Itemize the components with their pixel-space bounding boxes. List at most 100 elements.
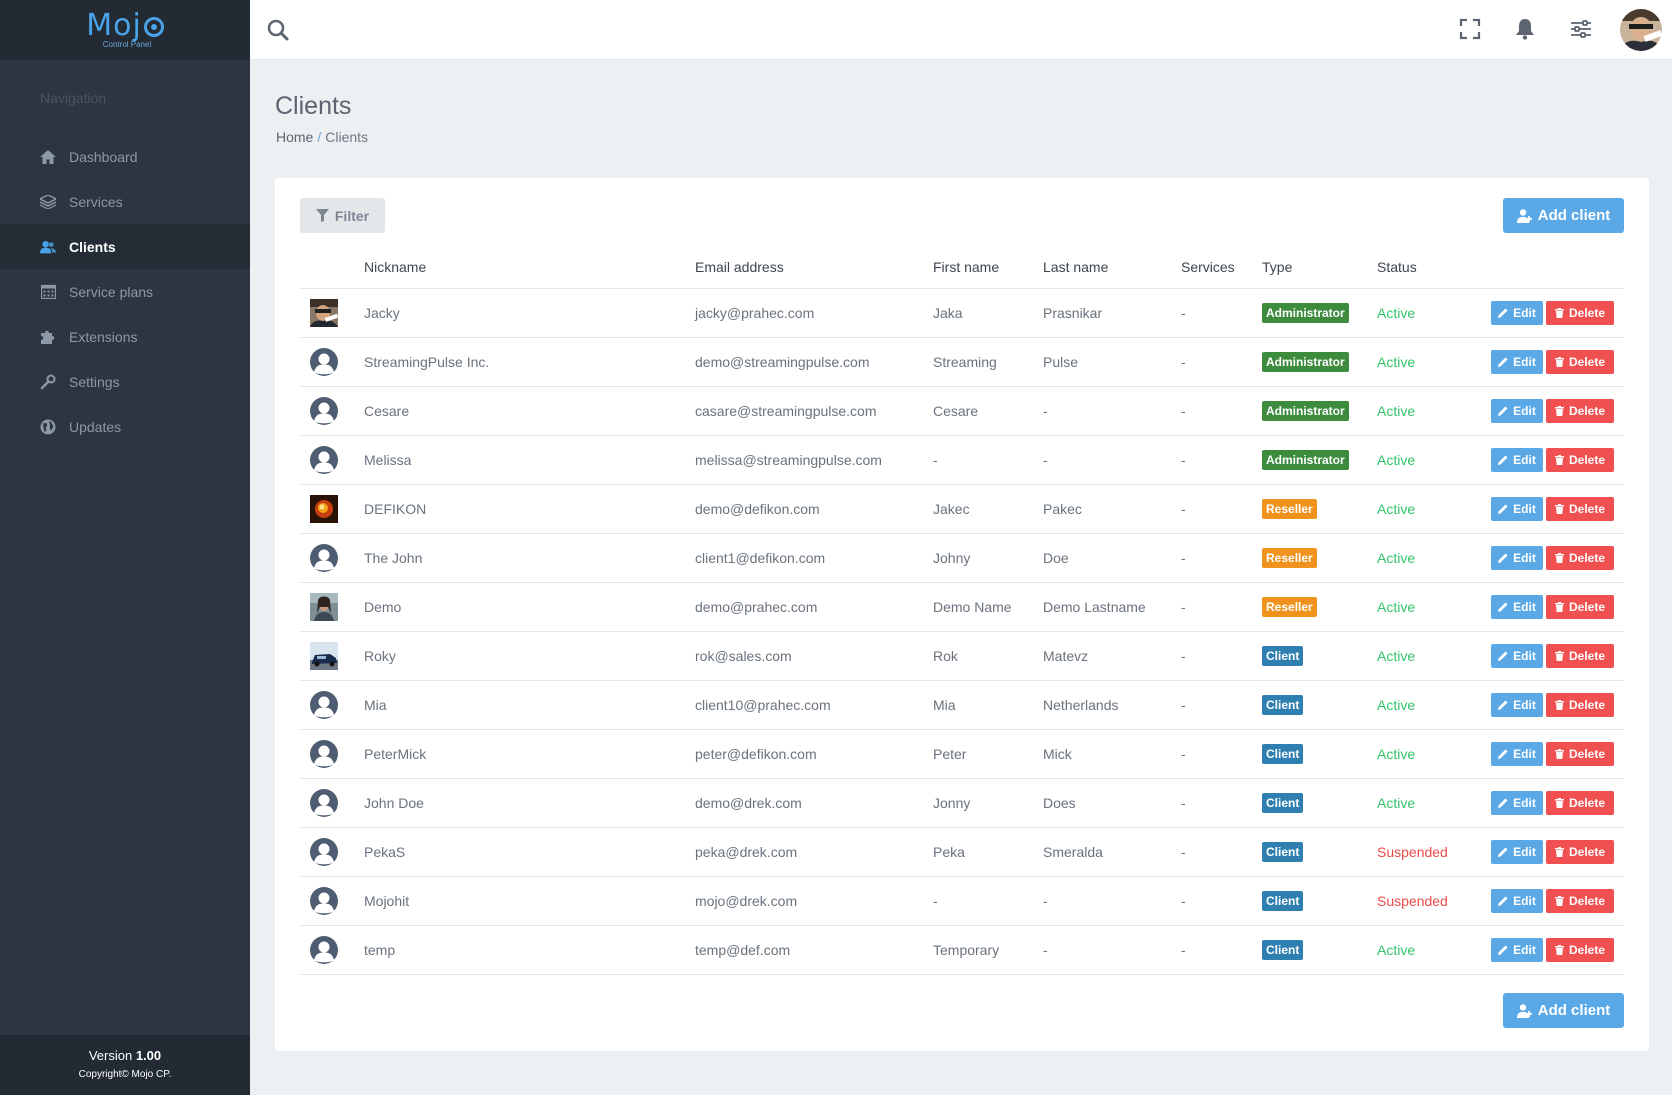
topbar <box>250 0 1672 60</box>
table-row[interactable]: Cesare casare@streamingpulse.com Cesare - - A… <box>300 386 1624 436</box>
header-last-name[interactable]: Last name <box>1043 246 1181 289</box>
client-avatar <box>310 298 339 327</box>
delete-button[interactable]: Delete <box>1546 496 1614 521</box>
cell-type: Reseller <box>1262 484 1377 534</box>
edit-button[interactable]: Edit <box>1491 496 1543 521</box>
table-row[interactable]: StreamingPulse Inc. demo@streamingpulse.c… <box>300 337 1624 387</box>
avatar-cell <box>300 533 364 583</box>
cell-type: Administrator <box>1262 288 1377 338</box>
sidebar-item-updates[interactable]: Updates <box>0 404 250 449</box>
header-first-name[interactable]: First name <box>933 246 1043 289</box>
add-client-button-bottom[interactable]: Add client <box>1503 993 1624 1028</box>
cell-actions: Edit Delete <box>1482 533 1624 583</box>
edit-button[interactable]: Edit <box>1491 692 1543 717</box>
header-email[interactable]: Email address <box>695 246 933 289</box>
header-type[interactable]: Type <box>1262 246 1377 289</box>
breadcrumb-home[interactable]: Home <box>276 129 314 145</box>
table-row[interactable]: Roky rok@sales.com Rok Matevz - Client Active E… <box>300 631 1624 681</box>
delete-button[interactable]: Delete <box>1546 594 1614 619</box>
bell-icon[interactable] <box>1513 17 1537 41</box>
pencil-icon <box>1498 847 1508 857</box>
client-avatar <box>310 935 338 964</box>
sliders-icon[interactable] <box>1569 17 1593 41</box>
delete-button[interactable]: Delete <box>1546 300 1614 325</box>
edit-button[interactable]: Edit <box>1491 300 1543 325</box>
edit-button[interactable]: Edit <box>1491 790 1543 815</box>
pencil-icon <box>1498 945 1508 955</box>
table-row[interactable]: Jacky jacky@prahec.com Jaka Prasnikar - Admin… <box>300 288 1624 338</box>
client-avatar <box>310 886 338 915</box>
filter-button[interactable]: Filter <box>300 198 385 233</box>
delete-button[interactable]: Delete <box>1546 643 1614 668</box>
cell-type: Client <box>1262 876 1377 926</box>
edit-button[interactable]: Edit <box>1491 398 1543 423</box>
delete-button[interactable]: Delete <box>1546 790 1614 815</box>
status-text: Active <box>1377 794 1416 811</box>
header-status[interactable]: Status <box>1377 246 1482 289</box>
status-text: Active <box>1377 402 1416 419</box>
table-row[interactable]: PeterMick peter@defikon.com Peter Mick - Clie… <box>300 729 1624 779</box>
header-nickname[interactable]: Nickname <box>364 246 695 289</box>
sidebar-item-services[interactable]: Services <box>0 179 250 224</box>
header-services[interactable]: Services <box>1181 246 1262 289</box>
delete-button[interactable]: Delete <box>1546 349 1614 374</box>
avatar-cell <box>300 484 364 534</box>
cell-services: - <box>1181 729 1262 779</box>
edit-button[interactable]: Edit <box>1491 888 1543 913</box>
type-badge: Client <box>1262 792 1304 813</box>
delete-button[interactable]: Delete <box>1546 839 1614 864</box>
delete-button[interactable]: Delete <box>1546 937 1614 962</box>
status-text: Active <box>1377 598 1416 615</box>
edit-button[interactable]: Edit <box>1491 839 1543 864</box>
cell-nickname: temp <box>364 925 695 975</box>
user-avatar[interactable] <box>1620 9 1662 51</box>
table-row[interactable]: John Doe demo@drek.com Jonny Does - Client Act… <box>300 778 1624 828</box>
avatar-cell <box>300 435 364 485</box>
delete-button[interactable]: Delete <box>1546 692 1614 717</box>
edit-button[interactable]: Edit <box>1491 741 1543 766</box>
table-row[interactable]: temp temp@def.com Temporary - - Client Active E… <box>300 925 1624 975</box>
edit-button[interactable]: Edit <box>1491 594 1543 619</box>
sidebar-item-service-plans[interactable]: Service plans <box>0 269 250 314</box>
edit-button[interactable]: Edit <box>1491 349 1543 374</box>
sidebar-item-extensions[interactable]: Extensions <box>0 314 250 359</box>
fullscreen-icon[interactable] <box>1458 17 1482 41</box>
edit-button[interactable]: Edit <box>1491 937 1543 962</box>
type-badge: Administrator <box>1262 449 1349 470</box>
cell-last-name: Pulse <box>1043 337 1181 387</box>
table-row[interactable]: Mojohit mojo@drek.com - - - Client Suspended Ed… <box>300 876 1624 926</box>
search-icon[interactable] <box>266 18 290 42</box>
sidebar-item-dashboard[interactable]: Dashboard <box>0 134 250 179</box>
sidebar-item-settings[interactable]: Settings <box>0 359 250 404</box>
table-row[interactable]: PekaS peka@drek.com Peka Smeralda - Client Sus… <box>300 827 1624 877</box>
delete-button[interactable]: Delete <box>1546 447 1614 472</box>
cell-nickname: StreamingPulse Inc. <box>364 337 695 387</box>
delete-label: Delete <box>1568 648 1606 663</box>
cell-email: jacky@prahec.com <box>695 288 933 338</box>
table-row[interactable]: Demo demo@prahec.com Demo Name Demo Lastnam… <box>300 582 1624 632</box>
cell-last-name: Pakec <box>1043 484 1181 534</box>
delete-button[interactable]: Delete <box>1546 545 1614 570</box>
cell-services: - <box>1181 484 1262 534</box>
table-row[interactable]: Mia client10@prahec.com Mia Netherlands - Cli… <box>300 680 1624 730</box>
cell-nickname: Roky <box>364 631 695 681</box>
table-row[interactable]: DEFIKON demo@defikon.com Jakec Pakec - Resell… <box>300 484 1624 534</box>
delete-button[interactable]: Delete <box>1546 888 1614 913</box>
cell-type: Administrator <box>1262 386 1377 436</box>
cell-first-name: Cesare <box>933 386 1043 436</box>
sidebar-item-clients[interactable]: Clients <box>0 224 250 269</box>
edit-button[interactable]: Edit <box>1491 545 1543 570</box>
table-row[interactable]: Melissa melissa@streamingpulse.com - - - Admi… <box>300 435 1624 485</box>
add-client-button[interactable]: Add client <box>1503 198 1624 233</box>
edit-button[interactable]: Edit <box>1491 447 1543 472</box>
table-row[interactable]: The John client1@defikon.com Johny Doe - Rese… <box>300 533 1624 583</box>
delete-button[interactable]: Delete <box>1546 398 1614 423</box>
delete-label: Delete <box>1568 501 1606 516</box>
delete-button[interactable]: Delete <box>1546 741 1614 766</box>
trash-icon <box>1554 699 1564 710</box>
edit-label: Edit <box>1513 452 1536 467</box>
cell-nickname: PekaS <box>364 827 695 877</box>
cell-status: Active <box>1377 925 1482 975</box>
logo[interactable]: Moj Control Panel <box>0 0 250 60</box>
edit-button[interactable]: Edit <box>1491 643 1543 668</box>
